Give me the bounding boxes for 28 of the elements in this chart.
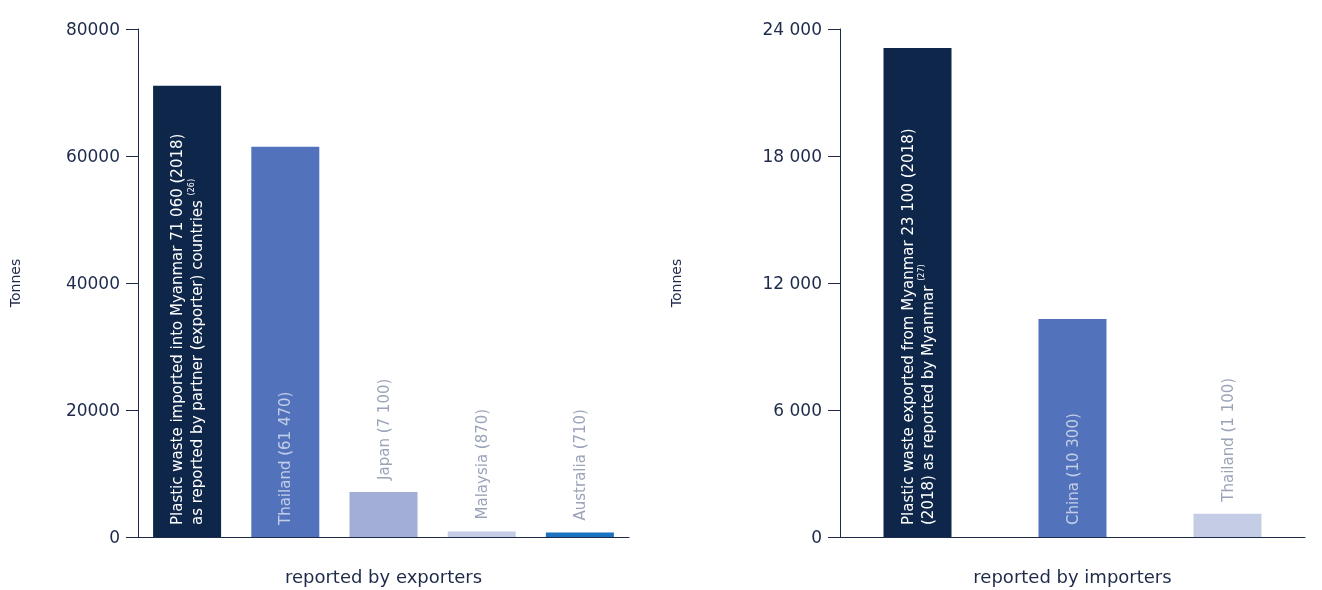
bar <box>349 491 418 537</box>
y-axis-title: Tonnes <box>7 258 23 309</box>
y-tick-label: 18 000 <box>762 146 822 166</box>
bar <box>1193 513 1262 537</box>
y-tick-label: 6 000 <box>773 400 822 420</box>
x-axis-title: reported by importers <box>973 565 1172 587</box>
y-tick-label: 0 <box>811 527 822 547</box>
bar <box>447 531 516 537</box>
bar <box>1038 318 1107 537</box>
x-axis-title: reported by exporters <box>284 565 483 587</box>
data-label: Plastic waste exported from Myanmar 23 100 (2018) (2018) as reported by Myanmar (27) <box>898 128 937 525</box>
y-tick-label: 20000 <box>65 400 120 420</box>
data-label: Malaysia (870) <box>472 408 491 520</box>
bar <box>545 532 614 537</box>
data-label: Plastic waste imported into Myanmar 71 060 (2018) as reported by partner (exporter) countries (26) <box>168 133 207 525</box>
y-axis-title: Tonnes <box>668 258 684 309</box>
y-tick-label: 40000 <box>65 273 120 293</box>
data-label: Thailand (1 100) <box>1218 377 1237 503</box>
data-label: Thailand (61 470) <box>276 391 295 526</box>
data-label: China (10 300) <box>1063 413 1082 525</box>
data-label: Australia (710) <box>570 409 589 521</box>
y-tick-label: 80000 <box>65 19 120 39</box>
y-tick-label: 0 <box>109 527 120 547</box>
bar <box>251 146 320 537</box>
y-tick-label: 60000 <box>65 146 120 166</box>
y-tick-label: 12 000 <box>762 273 822 293</box>
y-tick-label: 24 000 <box>762 19 822 39</box>
data-label: Japan (7 100) <box>374 378 393 481</box>
